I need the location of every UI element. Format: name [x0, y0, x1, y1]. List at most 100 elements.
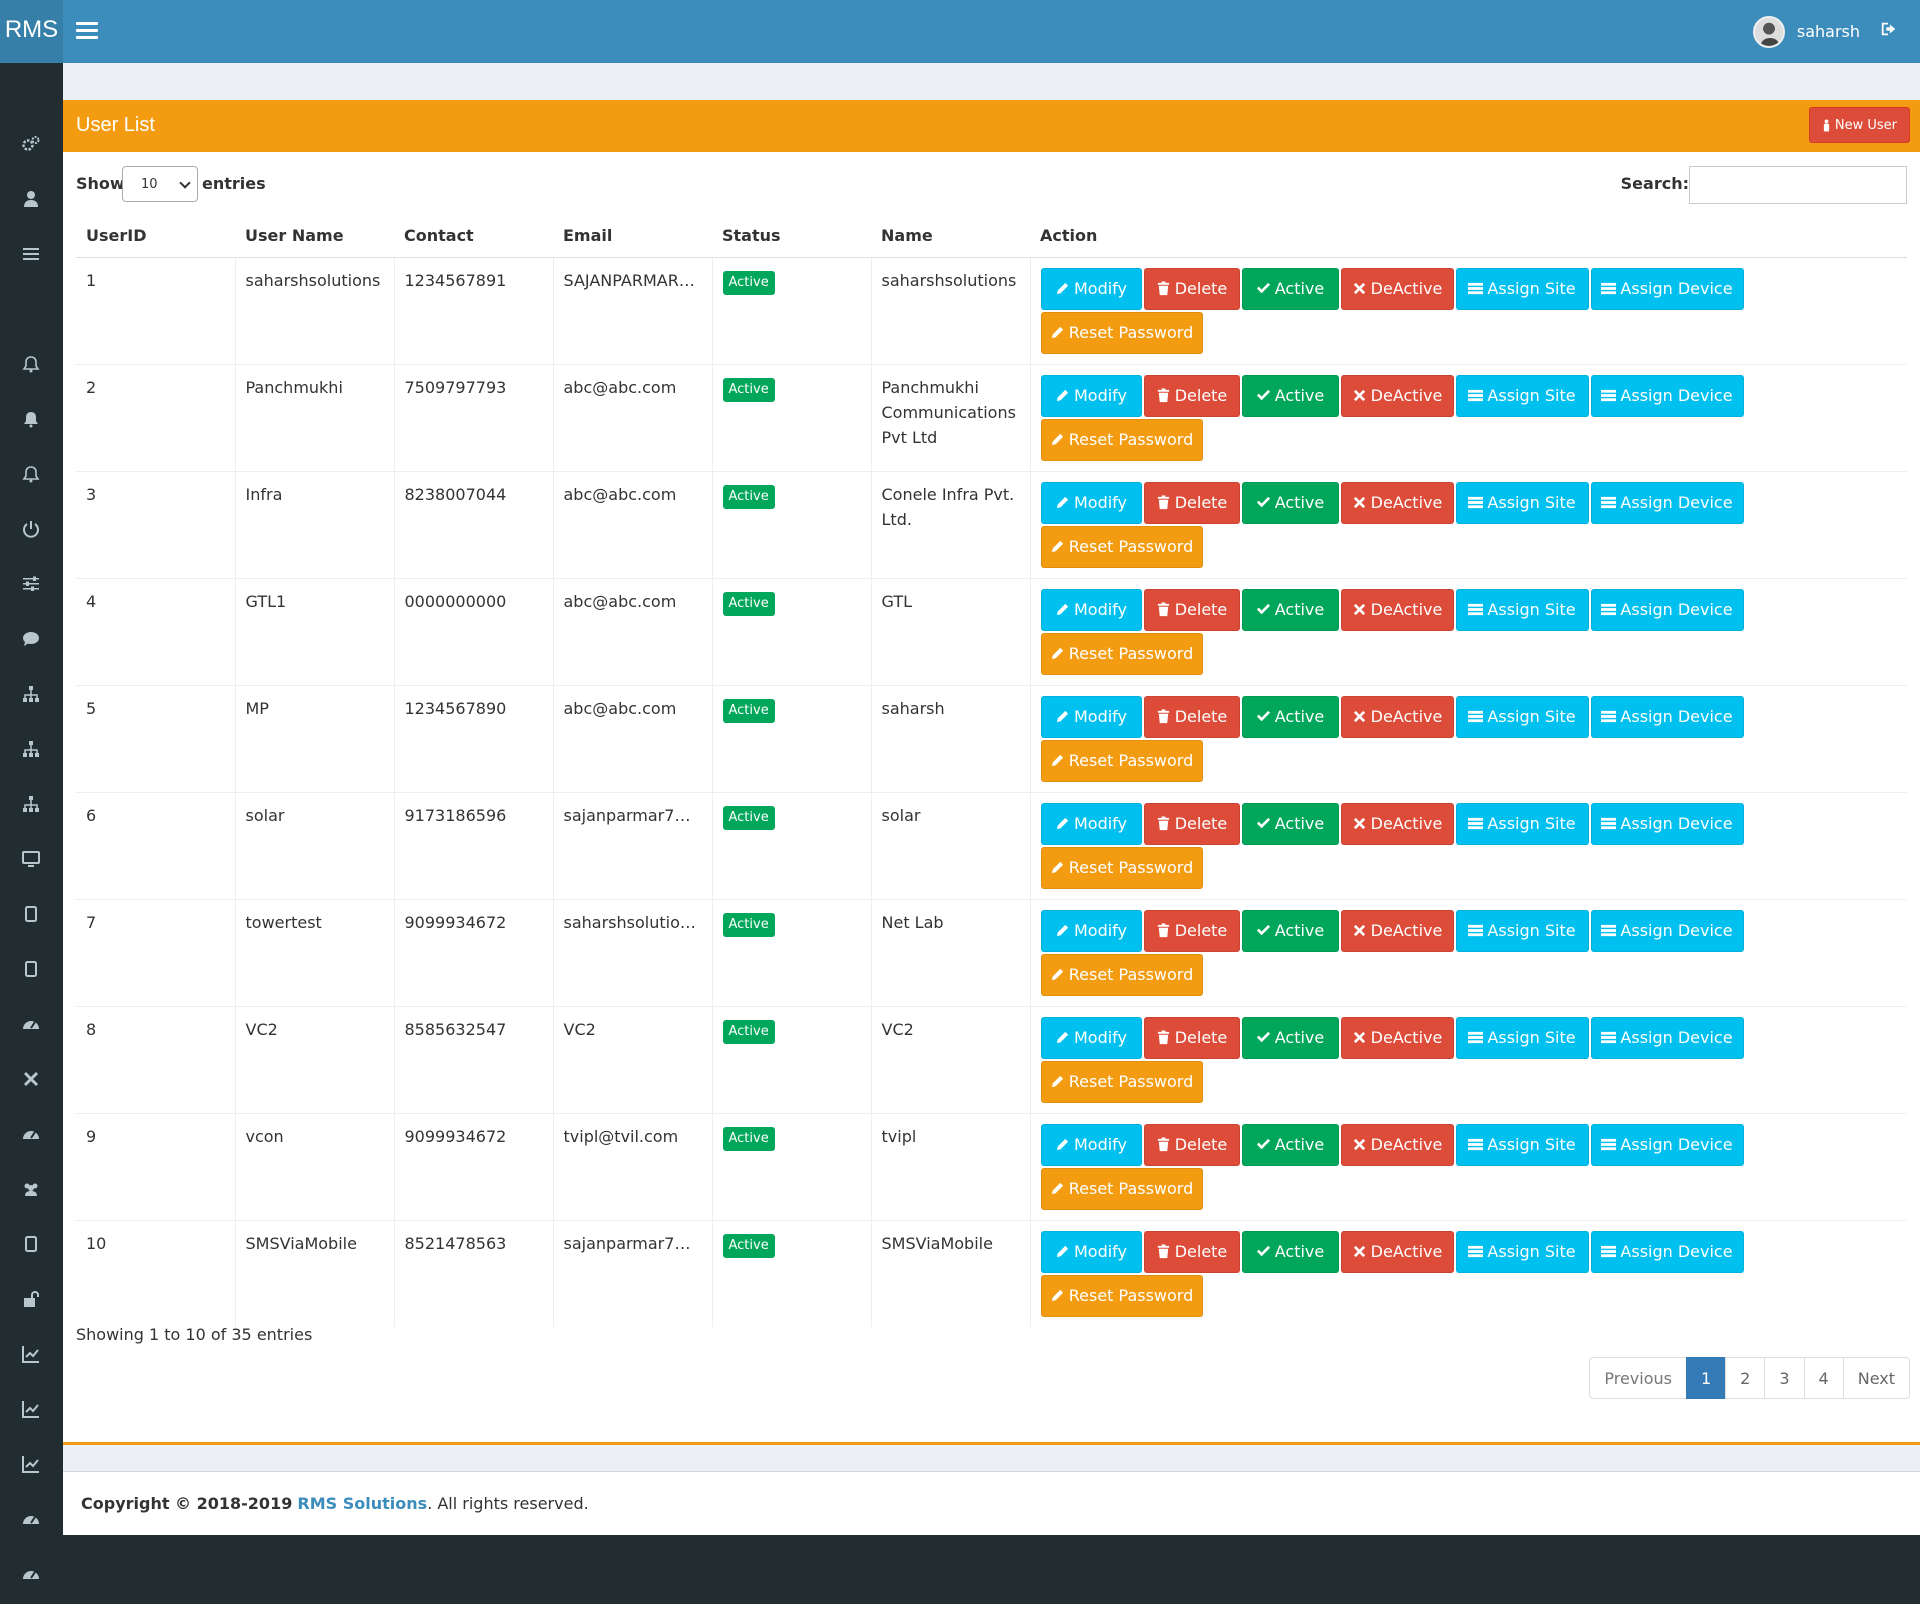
new-user-button[interactable]: New User [1808, 107, 1910, 143]
assign-device-button[interactable]: Assign Device [1590, 1230, 1744, 1273]
line-chart-icon[interactable] [20, 1453, 42, 1475]
deactivate-button[interactable]: DeActive [1340, 695, 1454, 738]
delete-button[interactable]: Delete [1143, 695, 1240, 738]
entries-length-select[interactable]: 10 [122, 166, 198, 202]
logout-icon[interactable] [1880, 20, 1902, 42]
page-button-1[interactable]: 1 [1685, 1357, 1727, 1399]
dashboard-icon[interactable] [20, 1123, 42, 1145]
modify-button[interactable]: Modify [1040, 1230, 1142, 1273]
delete-button[interactable]: Delete [1143, 1016, 1240, 1059]
assign-device-button[interactable]: Assign Device [1590, 588, 1744, 631]
column-header[interactable]: UserID [76, 214, 235, 258]
modify-button[interactable]: Modify [1040, 267, 1142, 310]
activate-button[interactable]: Active [1241, 695, 1339, 738]
reset-password-button[interactable]: Reset Password [1040, 418, 1203, 461]
sitemap-icon[interactable] [20, 738, 42, 760]
dashboard-icon[interactable] [20, 1508, 42, 1530]
assign-device-button[interactable]: Assign Device [1590, 374, 1744, 417]
reset-password-button[interactable]: Reset Password [1040, 953, 1203, 996]
reset-password-button[interactable]: Reset Password [1040, 1274, 1203, 1317]
user-menu[interactable]: saharsh [1752, 0, 1860, 63]
search-input[interactable] [1689, 166, 1907, 204]
page-button-3[interactable]: 3 [1764, 1357, 1805, 1399]
list-icon[interactable] [20, 243, 42, 265]
deactivate-button[interactable]: DeActive [1340, 802, 1454, 845]
assign-device-button[interactable]: Assign Device [1590, 695, 1744, 738]
user-icon[interactable] [20, 188, 42, 210]
assign-site-button[interactable]: Assign Site [1455, 802, 1589, 845]
modify-button[interactable]: Modify [1040, 588, 1142, 631]
delete-button[interactable]: Delete [1143, 374, 1240, 417]
line-chart-icon[interactable] [20, 1398, 42, 1420]
sitemap-icon[interactable] [20, 793, 42, 815]
deactivate-button[interactable]: DeActive [1340, 1230, 1454, 1273]
delete-button[interactable]: Delete [1143, 1123, 1240, 1166]
activate-button[interactable]: Active [1241, 588, 1339, 631]
tablet-icon[interactable] [20, 903, 42, 925]
unlock-icon[interactable] [20, 1288, 42, 1310]
delete-button[interactable]: Delete [1143, 267, 1240, 310]
assign-device-button[interactable]: Assign Device [1590, 909, 1744, 952]
activate-button[interactable]: Active [1241, 802, 1339, 845]
page-button-2[interactable]: 2 [1725, 1357, 1766, 1399]
assign-site-button[interactable]: Assign Site [1455, 1123, 1589, 1166]
activate-button[interactable]: Active [1241, 374, 1339, 417]
column-header[interactable]: User Name [235, 214, 394, 258]
column-header[interactable]: Contact [394, 214, 553, 258]
assign-site-button[interactable]: Assign Site [1455, 481, 1589, 524]
app-logo[interactable]: RMS [0, 0, 63, 63]
assign-site-button[interactable]: Assign Site [1455, 909, 1589, 952]
deactivate-button[interactable]: DeActive [1340, 1123, 1454, 1166]
deactivate-button[interactable]: DeActive [1340, 481, 1454, 524]
reset-password-button[interactable]: Reset Password [1040, 846, 1203, 889]
activate-button[interactable]: Active [1241, 909, 1339, 952]
modify-button[interactable]: Modify [1040, 1016, 1142, 1059]
delete-button[interactable]: Delete [1143, 588, 1240, 631]
tablet-icon[interactable] [20, 958, 42, 980]
modify-button[interactable]: Modify [1040, 374, 1142, 417]
column-header[interactable]: Email [553, 214, 712, 258]
dashboard-icon[interactable] [20, 1563, 42, 1585]
deactivate-button[interactable]: DeActive [1340, 374, 1454, 417]
modify-button[interactable]: Modify [1040, 909, 1142, 952]
delete-button[interactable]: Delete [1143, 1230, 1240, 1273]
activate-button[interactable]: Active [1241, 481, 1339, 524]
assign-site-button[interactable]: Assign Site [1455, 1230, 1589, 1273]
gears-icon[interactable] [20, 133, 42, 155]
activate-button[interactable]: Active [1241, 1016, 1339, 1059]
activate-button[interactable]: Active [1241, 1123, 1339, 1166]
next-page-button[interactable]: Next [1842, 1357, 1910, 1399]
activate-button[interactable]: Active [1241, 1230, 1339, 1273]
assign-device-button[interactable]: Assign Device [1590, 481, 1744, 524]
close-icon[interactable] [20, 1068, 42, 1090]
page-button-4[interactable]: 4 [1803, 1357, 1844, 1399]
comment-icon[interactable] [20, 628, 42, 650]
sitemap-icon[interactable] [20, 683, 42, 705]
delete-button[interactable]: Delete [1143, 481, 1240, 524]
modify-button[interactable]: Modify [1040, 802, 1142, 845]
power-icon[interactable] [20, 518, 42, 540]
delete-button[interactable]: Delete [1143, 909, 1240, 952]
column-header[interactable]: Name [871, 214, 1030, 258]
activate-button[interactable]: Active [1241, 267, 1339, 310]
assign-device-button[interactable]: Assign Device [1590, 1123, 1744, 1166]
desktop-icon[interactable] [20, 848, 42, 870]
bell-outline-icon[interactable] [20, 353, 42, 375]
reset-password-button[interactable]: Reset Password [1040, 632, 1203, 675]
deactivate-button[interactable]: DeActive [1340, 267, 1454, 310]
deactivate-button[interactable]: DeActive [1340, 588, 1454, 631]
modify-button[interactable]: Modify [1040, 695, 1142, 738]
assign-site-button[interactable]: Assign Site [1455, 1016, 1589, 1059]
dashboard-icon[interactable] [20, 1013, 42, 1035]
column-header[interactable]: Status [712, 214, 871, 258]
assign-device-button[interactable]: Assign Device [1590, 802, 1744, 845]
assign-device-button[interactable]: Assign Device [1590, 1016, 1744, 1059]
bell-outline-icon[interactable] [20, 463, 42, 485]
brand-link[interactable]: RMS Solutions [297, 1494, 428, 1513]
users-icon[interactable] [20, 1178, 42, 1200]
assign-site-button[interactable]: Assign Site [1455, 267, 1589, 310]
reset-password-button[interactable]: Reset Password [1040, 311, 1203, 354]
reset-password-button[interactable]: Reset Password [1040, 739, 1203, 782]
modify-button[interactable]: Modify [1040, 1123, 1142, 1166]
modify-button[interactable]: Modify [1040, 481, 1142, 524]
